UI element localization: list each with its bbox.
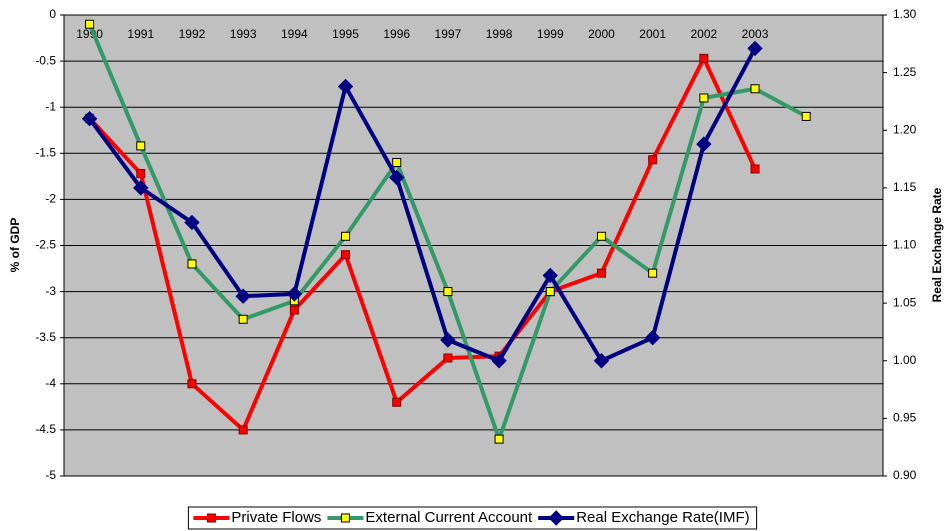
data-point <box>286 286 303 302</box>
legend-marker <box>548 510 564 526</box>
y-axis-title: % of GDP <box>8 218 22 273</box>
data-point <box>392 397 402 407</box>
x-tick-label: 1998 <box>486 27 513 41</box>
y-tick-label: -4 <box>45 376 56 390</box>
data-point <box>596 231 606 241</box>
data-point <box>238 314 248 324</box>
data-point <box>648 155 658 165</box>
y-tick-label: -5 <box>45 468 56 482</box>
data-point <box>443 287 453 297</box>
data-point <box>801 111 811 121</box>
y-tick-label: -3 <box>45 284 56 298</box>
data-point <box>136 169 146 179</box>
y2-tick-label: 1.15 <box>893 180 917 194</box>
y2-tick-label: 1.25 <box>893 65 917 79</box>
y2-tick-label: 1.20 <box>893 122 917 136</box>
x-tick-label: 1991 <box>127 27 154 41</box>
x-tick-label: 1997 <box>435 27 462 41</box>
data-point <box>238 425 248 435</box>
data-point <box>747 40 763 57</box>
data-point <box>337 78 354 95</box>
series-line <box>87 47 757 363</box>
data-point <box>133 180 149 196</box>
data-point <box>593 353 610 369</box>
data-point <box>750 84 760 94</box>
legend-marker <box>206 513 216 523</box>
x-tick-label: 1999 <box>537 27 564 41</box>
data-point <box>392 158 402 168</box>
y-tick-label: -1.5 <box>35 145 56 159</box>
data-point <box>187 379 197 389</box>
data-point <box>341 231 351 241</box>
y2-tick-label: 0.95 <box>893 411 917 425</box>
data-point <box>644 329 661 346</box>
data-point <box>750 164 760 174</box>
legend-label: External Current Account <box>365 509 533 526</box>
data-point <box>184 214 200 231</box>
x-tick-label: 1993 <box>230 27 257 41</box>
legend-label: Real Exchange Rate(IMF) <box>576 509 749 526</box>
y-tick-label: -2 <box>45 192 56 206</box>
y2-tick-label: 1.05 <box>893 295 917 309</box>
data-point <box>136 141 146 151</box>
data-point <box>491 353 507 369</box>
y2-tick-label: 1.10 <box>893 238 917 252</box>
data-point <box>85 19 95 29</box>
x-tick-label: 1995 <box>332 27 359 41</box>
data-point <box>341 250 351 260</box>
y2-tick-label: 0.90 <box>893 468 917 482</box>
y-tick-label: -0.5 <box>35 53 56 67</box>
x-tick-label: 1994 <box>281 27 308 41</box>
data-point <box>235 288 251 304</box>
series-line <box>88 56 757 432</box>
y-tick-label: -2.5 <box>35 238 56 252</box>
data-point <box>596 268 606 278</box>
data-point <box>389 169 405 186</box>
y-tick-label: -3.5 <box>35 330 56 344</box>
data-point <box>81 111 98 127</box>
legend-marker <box>340 513 350 523</box>
y2-axis-title: Real Exchange Rate <box>930 187 944 302</box>
y2-tick-label: 1.30 <box>893 7 917 21</box>
x-tick-label: 2002 <box>690 27 717 41</box>
data-point <box>545 287 555 297</box>
x-tick-label: 2000 <box>588 27 615 41</box>
y-tick-label: -1 <box>45 99 56 113</box>
data-point <box>648 268 658 278</box>
data-point <box>699 93 709 103</box>
data-point <box>289 305 299 315</box>
data-point <box>699 53 709 63</box>
legend-label: Private Flows <box>231 509 321 526</box>
x-tick-label: 2003 <box>742 27 769 41</box>
x-tick-label: 1996 <box>383 27 410 41</box>
legend-box <box>187 506 758 530</box>
data-point <box>440 332 456 348</box>
x-tick-label: 2001 <box>639 27 666 41</box>
data-point <box>696 136 712 152</box>
y-tick-label: 0 <box>49 7 56 21</box>
data-point <box>494 434 504 444</box>
data-point <box>187 259 197 269</box>
y-tick-label: -4.5 <box>35 422 56 436</box>
data-point <box>542 267 558 284</box>
data-point <box>443 353 453 363</box>
y2-tick-label: 1.00 <box>893 353 917 367</box>
x-tick-label: 1992 <box>179 27 206 41</box>
